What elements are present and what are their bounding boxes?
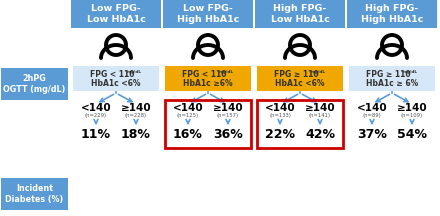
Text: High FPG-
High HbA1c: High FPG- High HbA1c (361, 4, 423, 24)
Text: 18%: 18% (121, 127, 151, 140)
Text: (n=228): (n=228) (125, 113, 147, 119)
FancyBboxPatch shape (349, 66, 435, 91)
Text: FPG < 110: FPG < 110 (182, 70, 226, 79)
FancyBboxPatch shape (347, 0, 437, 28)
Text: (n=89): (n=89) (363, 113, 381, 119)
Text: mg/dL: mg/dL (403, 70, 418, 74)
Text: HbA1c ≥ 6%: HbA1c ≥ 6% (366, 79, 418, 89)
Text: ≥140: ≥140 (121, 103, 151, 113)
FancyBboxPatch shape (163, 0, 253, 28)
Text: HbA1c <6%: HbA1c <6% (91, 79, 141, 89)
Text: <140: <140 (357, 103, 387, 113)
Text: <140: <140 (81, 103, 111, 113)
FancyBboxPatch shape (165, 66, 251, 91)
Text: 37%: 37% (357, 127, 387, 140)
Text: <140: <140 (265, 103, 295, 113)
Text: FPG < 110: FPG < 110 (90, 70, 134, 79)
Text: FPG ≥ 110: FPG ≥ 110 (366, 70, 411, 79)
Text: (n=157): (n=157) (217, 113, 239, 119)
Text: mg/dL: mg/dL (311, 70, 326, 74)
Text: (n=141): (n=141) (309, 113, 331, 119)
Text: HbA1c ≥6%: HbA1c ≥6% (183, 79, 233, 89)
Text: (n=229): (n=229) (85, 113, 107, 119)
FancyBboxPatch shape (71, 0, 161, 28)
Text: 11%: 11% (81, 127, 111, 140)
Text: Low FPG-
High HbA1c: Low FPG- High HbA1c (177, 4, 239, 24)
Text: ≥140: ≥140 (304, 103, 335, 113)
Text: mg/dL: mg/dL (218, 70, 234, 74)
Text: ≥140: ≥140 (213, 103, 243, 113)
Text: <140: <140 (172, 103, 203, 113)
Text: mg/dL: mg/dL (126, 70, 142, 74)
FancyBboxPatch shape (1, 68, 68, 100)
Text: HbA1c <6%: HbA1c <6% (275, 79, 325, 89)
Text: (n=125): (n=125) (177, 113, 199, 119)
FancyBboxPatch shape (257, 66, 343, 91)
Text: 36%: 36% (213, 127, 243, 140)
Text: 22%: 22% (265, 127, 295, 140)
Text: FPG ≥ 110: FPG ≥ 110 (274, 70, 318, 79)
FancyBboxPatch shape (1, 178, 68, 210)
Text: ≥140: ≥140 (397, 103, 427, 113)
Text: 2hPG
OGTT (mg/dL): 2hPG OGTT (mg/dL) (4, 74, 66, 94)
Text: 54%: 54% (397, 127, 427, 140)
Text: 16%: 16% (173, 127, 203, 140)
Text: (n=109): (n=109) (401, 113, 423, 119)
FancyBboxPatch shape (255, 0, 345, 28)
FancyBboxPatch shape (73, 66, 159, 91)
Text: 42%: 42% (305, 127, 335, 140)
Text: (n=133): (n=133) (269, 113, 291, 119)
Text: Incident
Diabetes (%): Incident Diabetes (%) (5, 184, 64, 204)
Text: Low FPG-
Low HbA1c: Low FPG- Low HbA1c (87, 4, 146, 24)
Text: High FPG-
Low HbA1c: High FPG- Low HbA1c (271, 4, 330, 24)
